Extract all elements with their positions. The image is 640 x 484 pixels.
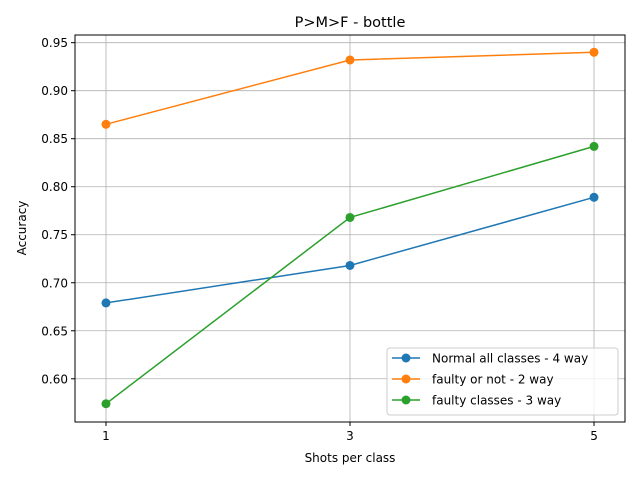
y-tick-label: 0.70	[41, 276, 68, 290]
x-axis-label: Shots per class	[305, 451, 396, 465]
legend-label: faulty classes - 3 way	[432, 394, 561, 408]
data-point	[345, 260, 355, 270]
x-tick-label: 5	[590, 429, 598, 443]
legend-box	[386, 347, 619, 416]
data-point	[345, 212, 355, 222]
data-point	[101, 119, 111, 129]
y-tick-label: 0.90	[41, 84, 68, 98]
series-3	[101, 141, 599, 409]
data-point	[345, 55, 355, 65]
chart-title: P>M>F - bottle	[295, 15, 406, 31]
data-point	[589, 47, 599, 57]
y-tick-label: 0.95	[41, 36, 68, 50]
x-tick-label: 1	[102, 429, 110, 443]
legend-marker	[401, 395, 411, 405]
legend-marker	[401, 353, 411, 363]
data-point	[589, 192, 599, 202]
y-tick-label: 0.80	[41, 180, 68, 194]
y-tick-label: 0.65	[41, 324, 68, 338]
y-tick-label: 0.85	[41, 132, 68, 146]
series-2	[101, 47, 599, 129]
data-point	[101, 399, 111, 409]
legend-label: Normal all classes - 4 way	[432, 352, 588, 366]
data-point	[589, 141, 599, 151]
y-tick-label: 0.75	[41, 228, 68, 242]
y-axis-label: Accuracy	[15, 201, 29, 256]
legend: Normal all classes - 4 way faulty or not …	[386, 347, 619, 416]
y-tick-label: 0.60	[41, 372, 68, 386]
data-point	[101, 298, 111, 308]
grid	[75, 35, 625, 422]
x-tick-label: 3	[346, 429, 354, 443]
legend-label: faulty or not - 2 way	[432, 373, 554, 387]
legend-marker	[401, 374, 411, 384]
series-group	[101, 47, 599, 409]
series-1	[101, 192, 599, 308]
ticks: 1 3 5 0.60 0.65 0.70 0.75 0.80 0.85 0.90 0.95	[41, 36, 598, 443]
